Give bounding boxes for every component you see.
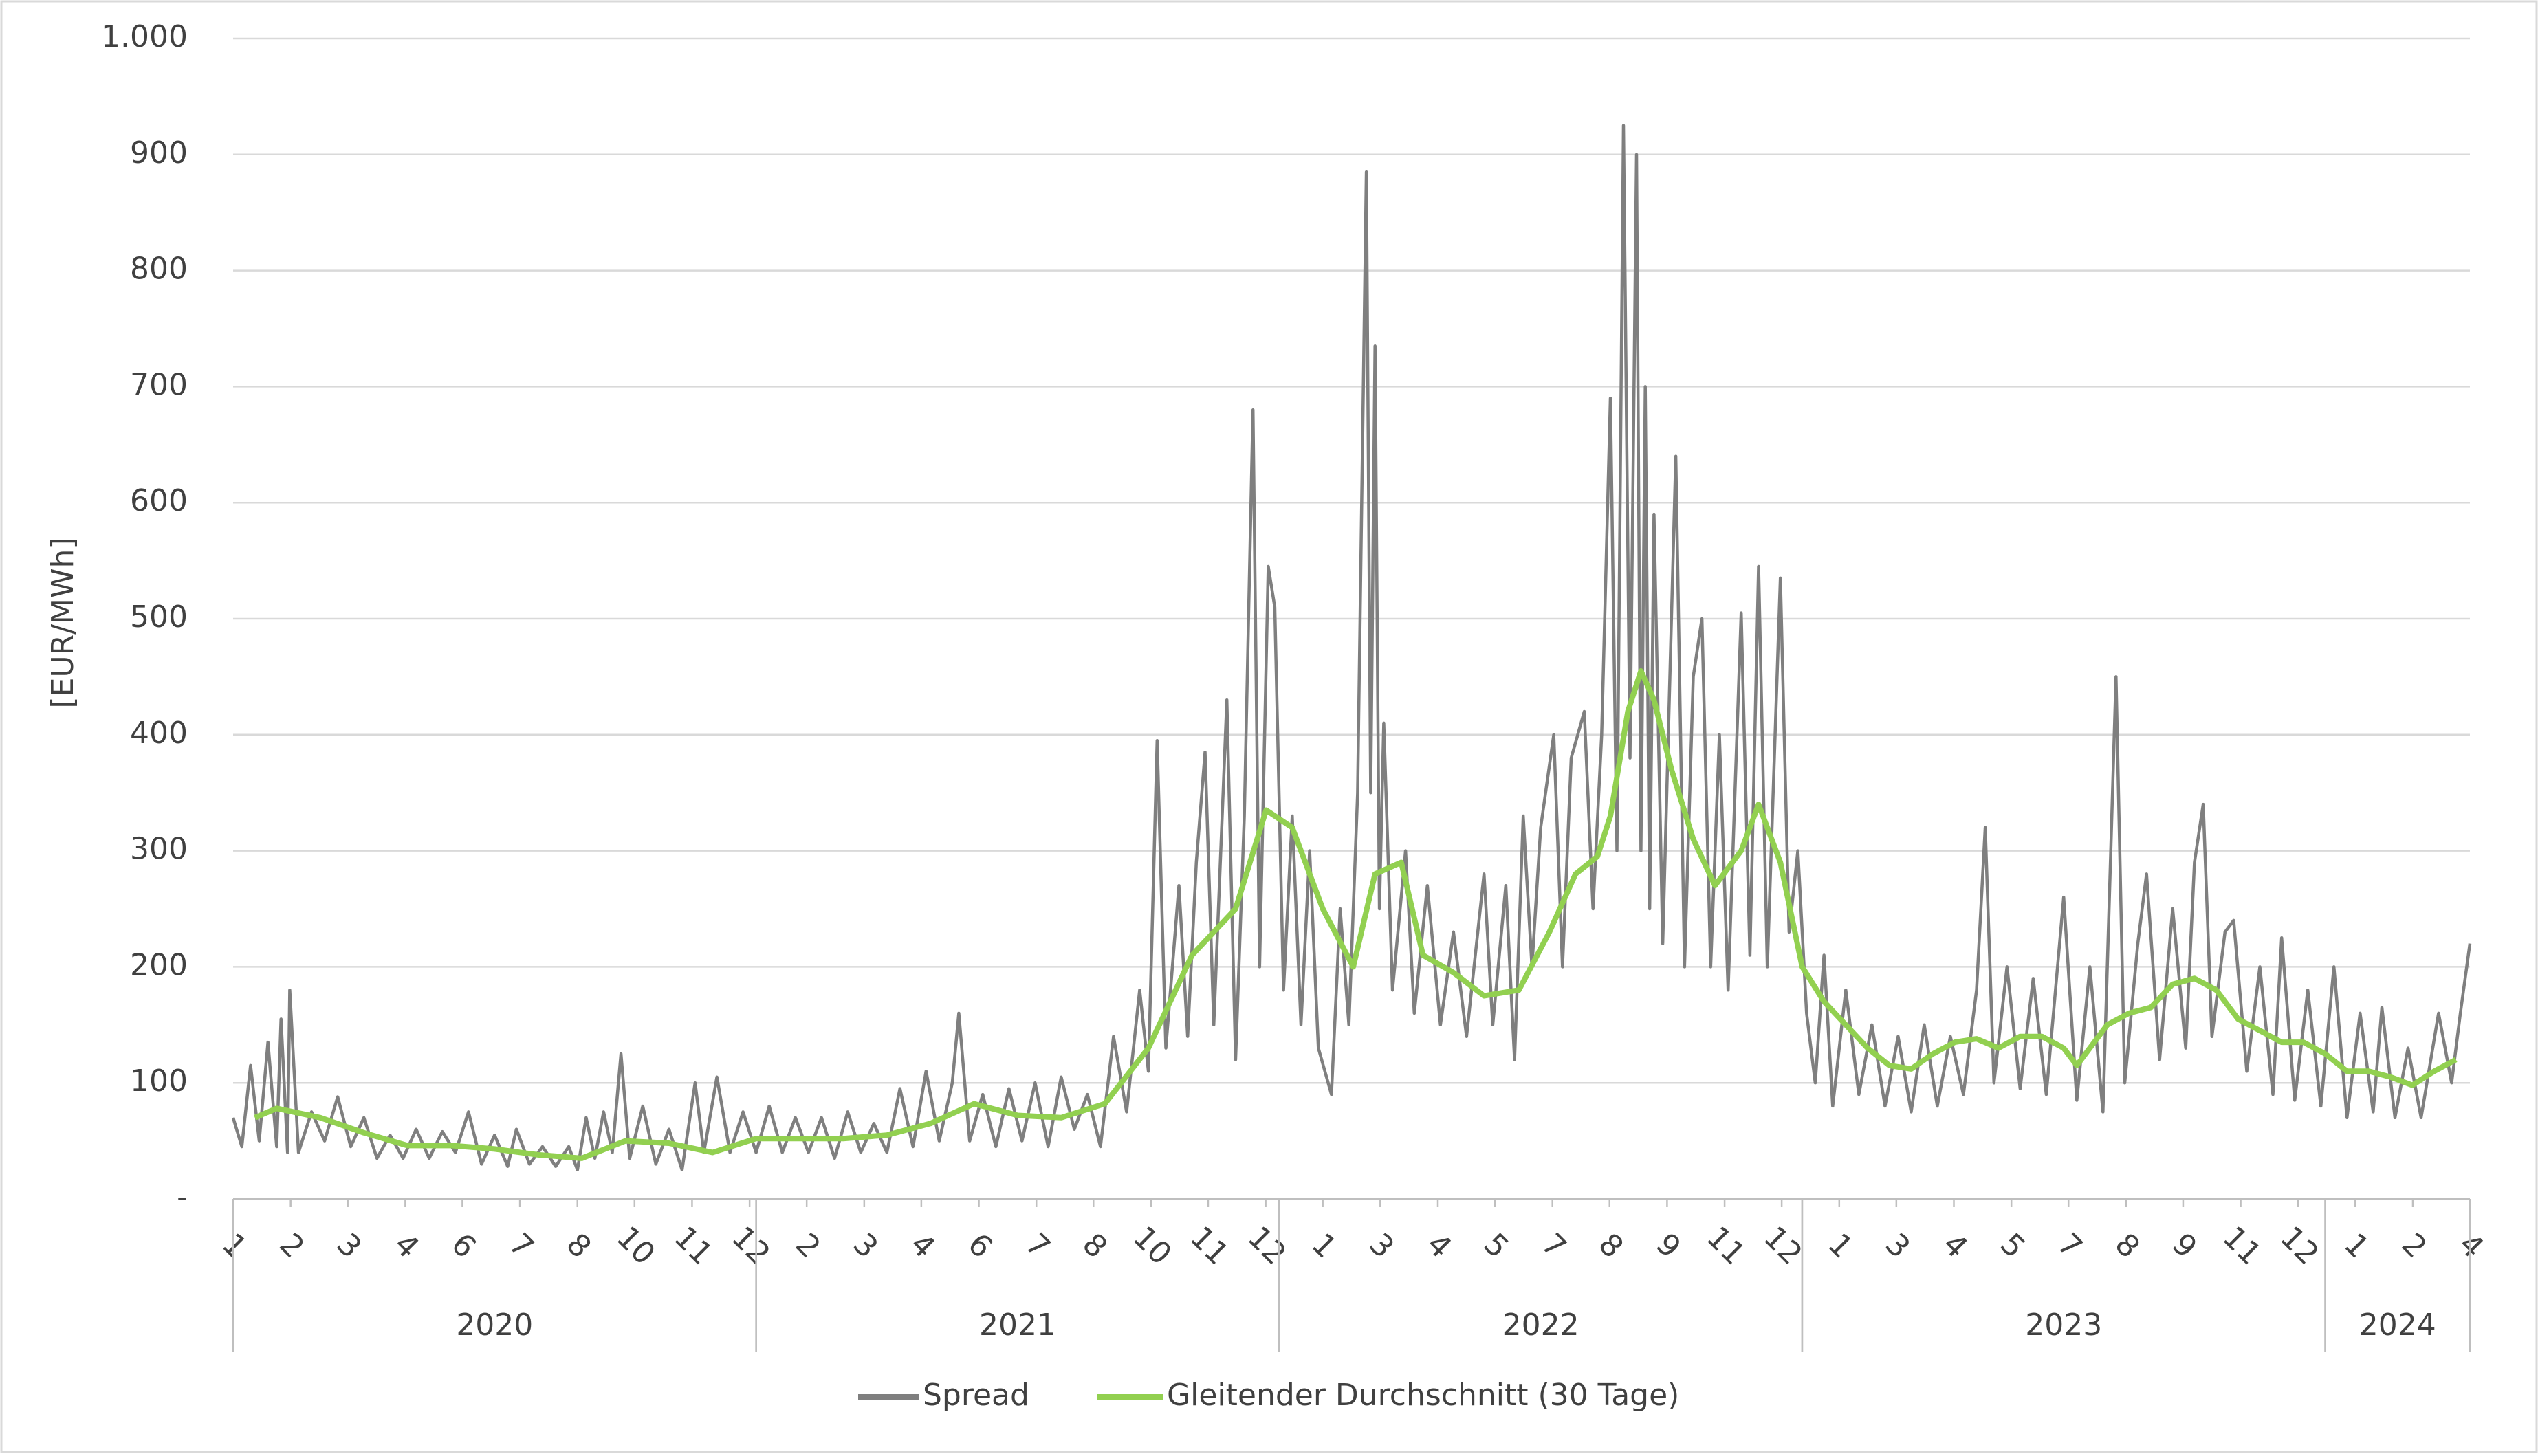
y-tick-label: 300 bbox=[130, 832, 188, 867]
x-group-label: 2021 bbox=[979, 1308, 1056, 1343]
y-tick-label: 200 bbox=[130, 947, 188, 982]
y-axis-title: [EUR/MWh] bbox=[45, 537, 80, 708]
legend-label: Gleitender Durchschnitt (30 Tage) bbox=[1167, 1378, 1679, 1413]
series-line bbox=[254, 668, 2458, 1161]
y-tick-label: 900 bbox=[130, 135, 188, 170]
y-tick-label: 600 bbox=[130, 483, 188, 518]
y-tick-label: - bbox=[177, 1180, 188, 1215]
x-group-label: 2023 bbox=[2025, 1308, 2102, 1343]
y-tick-label: 1.000 bbox=[101, 19, 188, 54]
y-tick-label: 800 bbox=[130, 252, 188, 287]
x-group-label: 2020 bbox=[456, 1308, 533, 1343]
y-tick-label: 700 bbox=[130, 367, 188, 402]
x-group-label: 2024 bbox=[2359, 1308, 2436, 1343]
y-tick-label: 500 bbox=[130, 599, 188, 635]
x-group-label: 2022 bbox=[1502, 1308, 1579, 1343]
series-line bbox=[231, 124, 2472, 1172]
y-tick-label: 100 bbox=[130, 1063, 188, 1099]
y-tick-label: 400 bbox=[130, 716, 188, 751]
legend-label: Spread bbox=[923, 1378, 1029, 1413]
